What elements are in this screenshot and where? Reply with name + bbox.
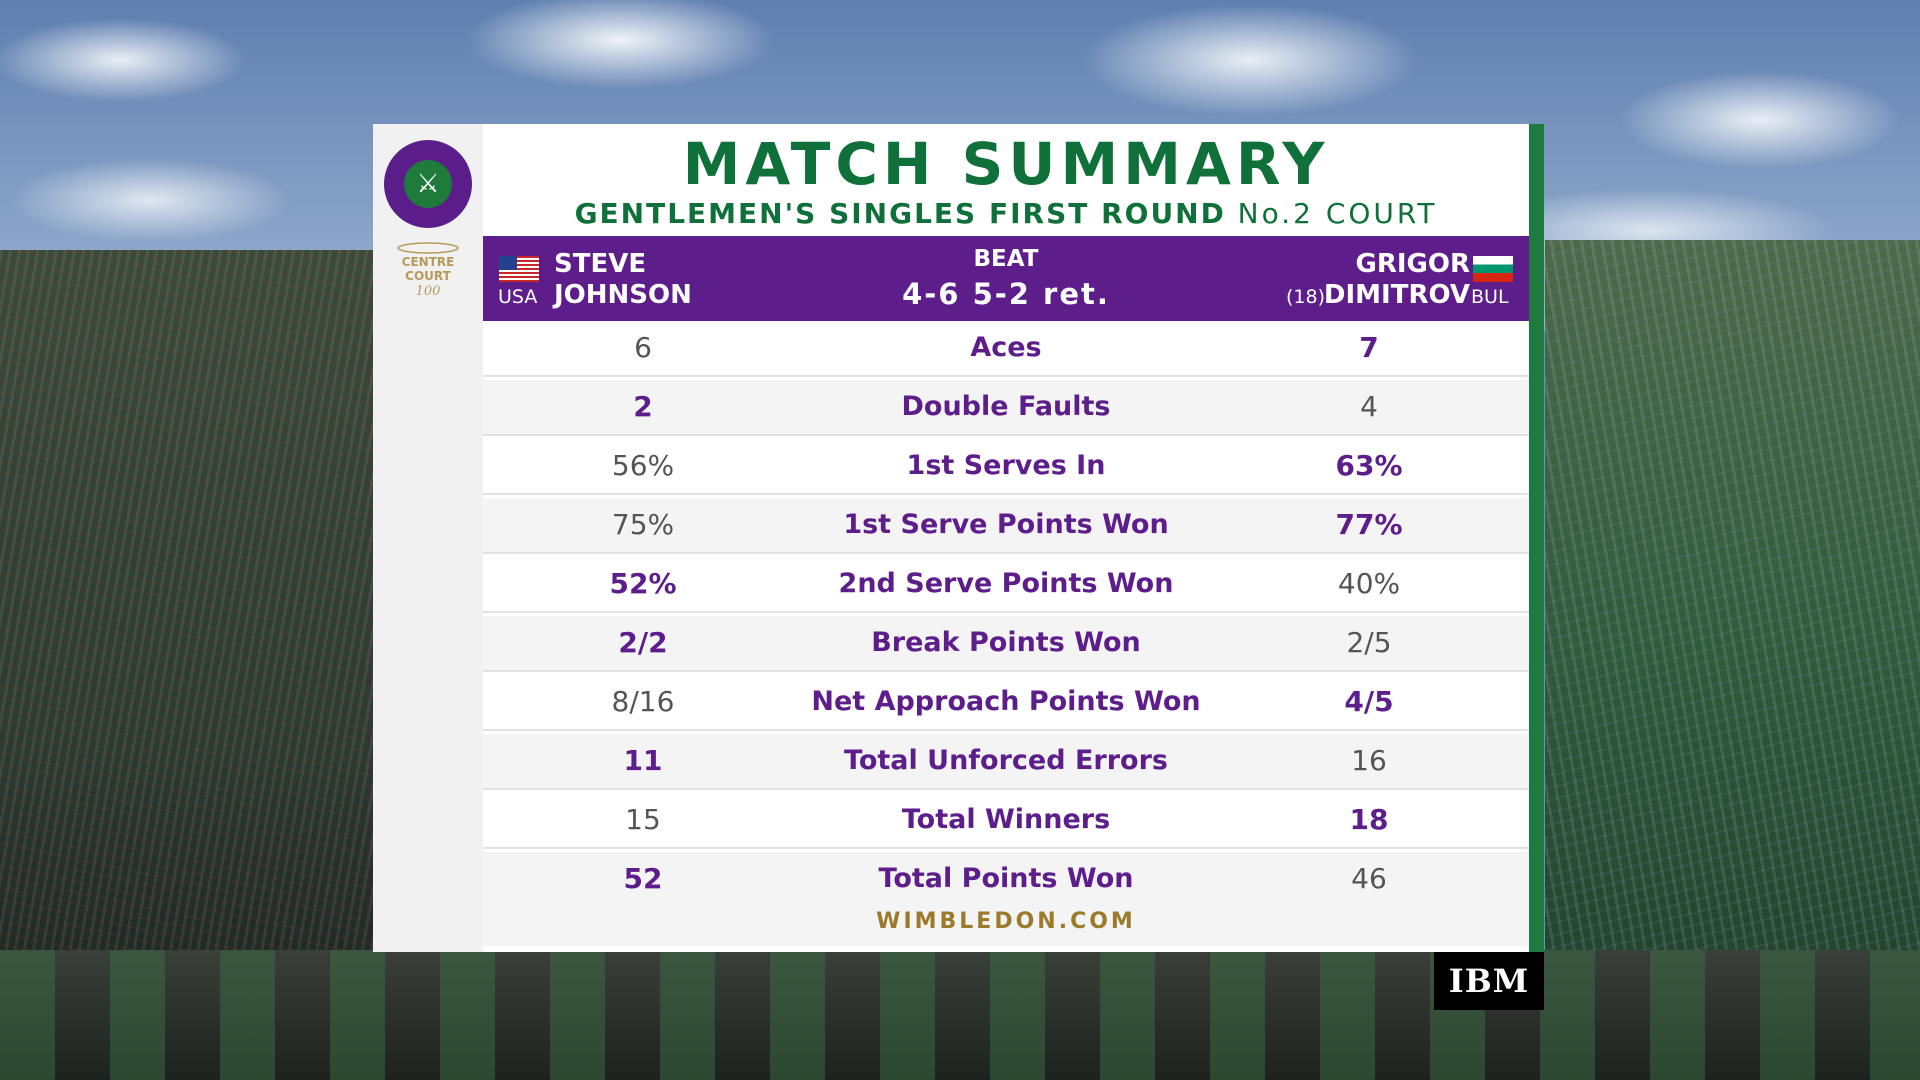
stat-row: 11 Total Unforced Errors 16	[483, 734, 1529, 790]
left-stat-value: 75%	[611, 508, 675, 541]
match-score: 4-6 5-2 ret.	[902, 277, 1110, 311]
match-subtitle: GENTLEMEN'S SINGLES FIRST ROUND No.2 COU…	[483, 197, 1529, 230]
stat-label: 2nd Serve Points Won	[838, 568, 1174, 599]
crossed-rackets-icon: ⚔	[404, 160, 452, 208]
right-stat-value: 18	[1349, 803, 1389, 836]
right-player-country: BUL	[1471, 286, 1509, 308]
stat-label: Total Unforced Errors	[844, 745, 1168, 776]
crowd-left	[0, 250, 380, 1080]
page-title: MATCH SUMMARY	[682, 130, 1330, 198]
right-stat-value: 16	[1351, 744, 1387, 777]
event-name: GENTLEMEN'S SINGLES FIRST ROUND	[574, 197, 1226, 230]
right-stat-value: 4/5	[1344, 685, 1394, 718]
right-stat-value: 4	[1360, 390, 1378, 423]
bulgaria-flag-icon	[1473, 256, 1513, 282]
left-stat-value: 52%	[609, 567, 677, 600]
svg-text:COURT: COURT	[405, 269, 451, 283]
left-player-country: USA	[498, 286, 538, 308]
crowd-right	[1545, 240, 1920, 1080]
stat-label: 1st Serve Points Won	[843, 509, 1169, 540]
stat-label: Break Points Won	[871, 627, 1141, 658]
left-stat-value: 11	[623, 744, 663, 777]
left-stat-value: 6	[634, 331, 652, 364]
stat-label: Total Points Won	[878, 863, 1134, 894]
panel-green-stripe	[1529, 124, 1544, 952]
stadium-seats	[0, 950, 1920, 1080]
stat-label: Net Approach Points Won	[811, 686, 1201, 717]
stat-label: Double Faults	[901, 391, 1111, 422]
stat-label: 1st Serves In	[906, 450, 1106, 481]
stats-table: 6 Aces 7 2 Double Faults 4 56% 1st Serve…	[483, 321, 1529, 911]
right-stat-value: 63%	[1335, 449, 1403, 482]
stat-row: 2 Double Faults 4	[483, 380, 1529, 436]
svg-text:100: 100	[416, 284, 441, 299]
stat-row: 15 Total Winners 18	[483, 793, 1529, 849]
right-stat-value: 46	[1351, 862, 1387, 895]
centre-court-100-logo: CENTRE COURT 100	[388, 240, 468, 300]
left-stat-value: 2	[633, 390, 653, 423]
stat-row: 75% 1st Serve Points Won 77%	[483, 498, 1529, 554]
right-player-seed: (18)	[1285, 286, 1325, 308]
stat-row: 52% 2nd Serve Points Won 40%	[483, 557, 1529, 613]
ibm-logo: IBM	[1434, 952, 1544, 1010]
right-stat-value: 40%	[1337, 567, 1401, 600]
right-stat-value: 2/5	[1346, 626, 1392, 659]
panel-logo-column	[373, 124, 483, 952]
stat-row: 6 Aces 7	[483, 321, 1529, 377]
court-name: No.2 COURT	[1237, 197, 1438, 230]
usa-flag-icon	[499, 256, 539, 282]
result-label: BEAT	[973, 246, 1039, 272]
wimbledon-logo: ⚔	[384, 140, 472, 228]
players-header: USA STEVE JOHNSON BEAT 4-6 5-2 ret. GRIG…	[483, 236, 1529, 321]
right-stat-value: 77%	[1335, 508, 1403, 541]
stat-row: 8/16 Net Approach Points Won 4/5	[483, 675, 1529, 731]
left-player-last-name: JOHNSON	[554, 280, 692, 310]
left-stat-value: 56%	[611, 449, 675, 482]
left-player-first-name: STEVE	[554, 249, 647, 279]
right-player-last-name: DIMITROV	[1323, 280, 1470, 310]
left-stat-value: 15	[625, 803, 661, 836]
right-player-first-name: GRIGOR	[1355, 249, 1471, 279]
stat-label: Aces	[970, 332, 1042, 363]
svg-text:CENTRE: CENTRE	[402, 255, 455, 269]
left-stat-value: 52	[623, 862, 663, 895]
left-stat-value: 2/2	[618, 626, 668, 659]
right-stat-value: 7	[1359, 331, 1379, 364]
website-link[interactable]: WIMBLEDON.COM	[483, 898, 1529, 946]
stat-label: Total Winners	[901, 804, 1111, 835]
stat-row: 2/2 Break Points Won 2/5	[483, 616, 1529, 672]
left-stat-value: 8/16	[611, 685, 675, 718]
stat-row: 56% 1st Serves In 63%	[483, 439, 1529, 495]
